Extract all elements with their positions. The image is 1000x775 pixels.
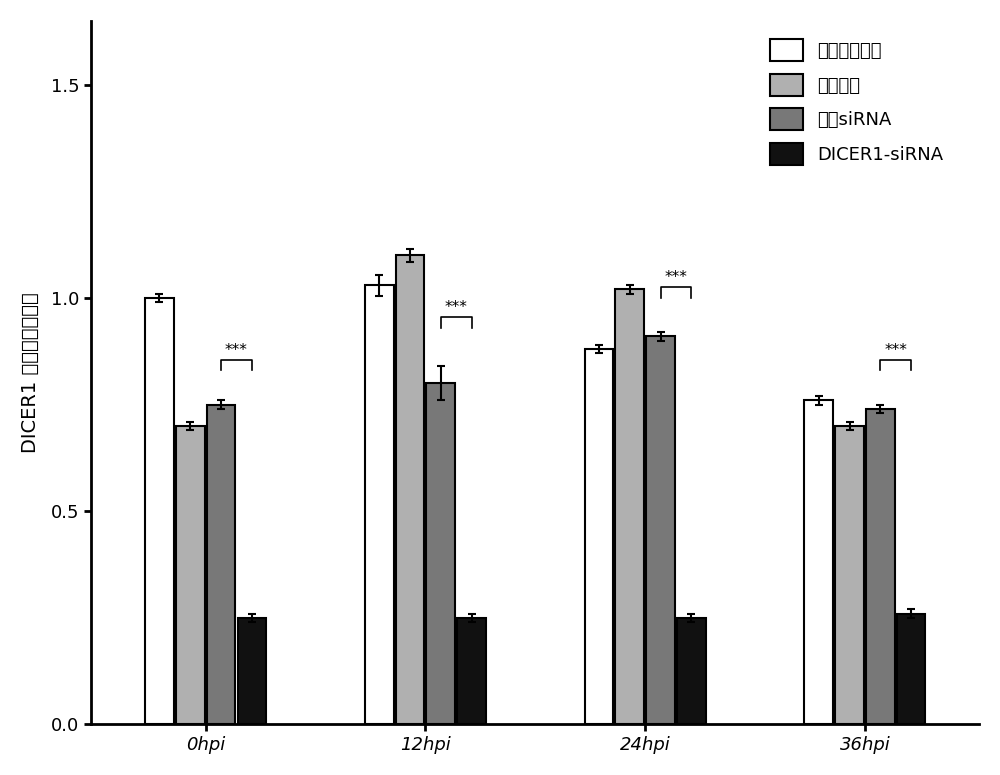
Bar xyxy=(585,350,613,725)
Bar xyxy=(804,401,833,725)
Text: ***: *** xyxy=(884,343,907,358)
Bar xyxy=(677,618,706,725)
Text: ***: *** xyxy=(445,300,468,315)
Bar xyxy=(238,618,266,725)
Bar xyxy=(207,405,235,725)
Bar xyxy=(176,426,205,725)
Bar xyxy=(145,298,174,725)
Bar xyxy=(365,285,394,725)
Y-axis label: DICER1 基因相对表达量: DICER1 基因相对表达量 xyxy=(21,292,40,453)
Bar xyxy=(426,384,455,725)
Legend: 正常细胞对照, 空白对照, 对照siRNA, DICER1-siRNA: 正常细胞对照, 空白对照, 对照siRNA, DICER1-siRNA xyxy=(761,30,952,174)
Bar xyxy=(897,614,925,725)
Bar xyxy=(646,336,675,725)
Text: ***: *** xyxy=(225,343,248,358)
Bar xyxy=(396,255,424,725)
Bar xyxy=(866,409,895,725)
Bar xyxy=(835,426,864,725)
Bar xyxy=(615,289,644,725)
Text: ***: *** xyxy=(664,270,687,285)
Bar xyxy=(457,618,486,725)
